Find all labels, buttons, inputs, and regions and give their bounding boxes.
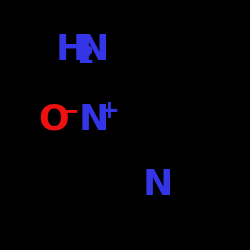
Text: H: H <box>56 33 86 67</box>
Text: N: N <box>78 103 109 137</box>
Text: −: − <box>58 99 79 123</box>
Text: N: N <box>142 168 173 202</box>
Text: +: + <box>98 99 119 123</box>
Text: O: O <box>38 103 69 137</box>
Text: N: N <box>78 33 109 67</box>
Text: 2: 2 <box>77 44 93 68</box>
